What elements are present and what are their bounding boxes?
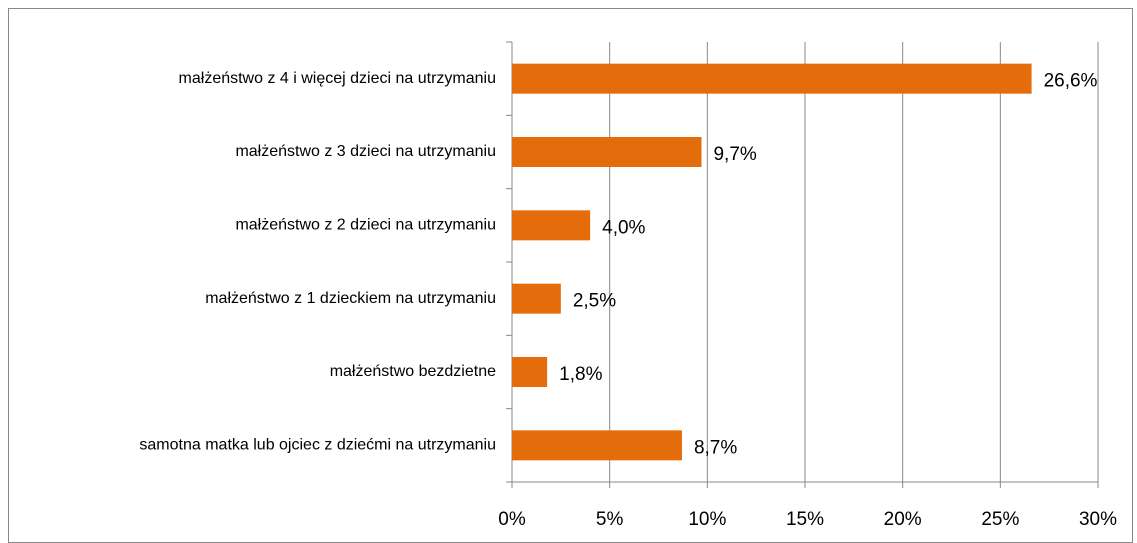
- x-tick-label: 15%: [786, 509, 824, 530]
- value-label: 2,5%: [573, 291, 616, 312]
- x-tick-label: 30%: [1079, 509, 1117, 530]
- y-tick-label: małżeństwo bezdzietne: [330, 363, 496, 380]
- bar: [512, 137, 702, 167]
- y-tick-label: małżeństwo z 1 dzieckiem na utrzymaniu: [205, 290, 496, 307]
- bar: [512, 430, 682, 461]
- value-label: 4,0%: [602, 217, 645, 238]
- bar: [512, 63, 1032, 94]
- value-label: 1,8%: [559, 364, 602, 385]
- value-label: 26,6%: [1044, 71, 1098, 92]
- bar: [512, 210, 591, 241]
- bar: [512, 283, 561, 314]
- bar: [512, 357, 548, 387]
- y-tick-label: małżeństwo z 2 dzieci na utrzymaniu: [235, 217, 496, 234]
- x-tick-label: 5%: [596, 509, 624, 530]
- y-tick-label: samotna matka lub ojciec z dziećmi na ut…: [139, 437, 496, 454]
- x-tick-label: 25%: [981, 509, 1019, 530]
- y-tick-label: małżeństwo z 4 i więcej dzieci na utrzym…: [179, 70, 496, 87]
- y-tick-label: małżeństwo z 3 dzieci na utrzymaniu: [235, 143, 496, 160]
- x-tick-label: 0%: [498, 509, 526, 530]
- x-tick-label: 20%: [884, 509, 922, 530]
- x-tick-label: 10%: [688, 509, 726, 530]
- value-label: 9,7%: [713, 144, 756, 165]
- value-label: 8,7%: [694, 437, 737, 458]
